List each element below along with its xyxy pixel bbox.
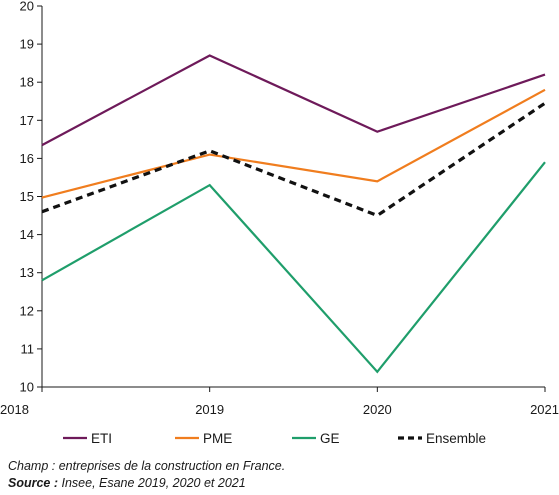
legend-label-eti: ETI xyxy=(91,431,112,446)
series-lines xyxy=(41,54,546,374)
x-tick-label: 2021 xyxy=(530,402,559,417)
y-tick-label: 11 xyxy=(21,341,35,356)
y-tick-label: 20 xyxy=(20,0,34,14)
series-line-ge xyxy=(41,161,546,374)
legend-label-ge: GE xyxy=(320,431,340,446)
source-label: Source : xyxy=(8,476,59,490)
series-line-ensemble xyxy=(41,101,546,218)
y-tick-label: 14 xyxy=(20,227,34,242)
y-tick-label: 10 xyxy=(20,380,34,395)
scope-note: Champ : entreprises de la construction e… xyxy=(8,459,286,473)
y-tick-label: 19 xyxy=(20,37,34,52)
x-tick-label: 2019 xyxy=(195,402,224,417)
x-tick-label: 2018 xyxy=(0,402,29,417)
y-axis: 10 11 12 13 14 15 16 17 18 19 20 xyxy=(20,0,43,395)
legend-label-ensemble: Ensemble xyxy=(426,431,486,446)
y-tick-label: 12 xyxy=(20,303,34,318)
y-tick-label: 18 xyxy=(20,75,34,90)
chart-notes: Champ : entreprises de la construction e… xyxy=(8,458,285,492)
legend: ETI PME GE Ensemble xyxy=(63,431,486,446)
series-line-eti xyxy=(41,54,546,147)
x-axis: 2018 2019 2020 2021 xyxy=(0,386,559,417)
y-tick-label: 16 xyxy=(20,151,34,166)
source-text: Insee, Esane 2019, 2020 et 2021 xyxy=(58,476,246,490)
series-line-pme xyxy=(41,88,546,199)
y-tick-label: 17 xyxy=(20,113,34,128)
x-tick-label: 2020 xyxy=(363,402,392,417)
y-tick-label: 15 xyxy=(20,189,34,204)
source-note: Source : Insee, Esane 2019, 2020 et 2021 xyxy=(8,475,285,492)
y-tick-label: 13 xyxy=(20,265,34,280)
legend-label-pme: PME xyxy=(203,431,232,446)
